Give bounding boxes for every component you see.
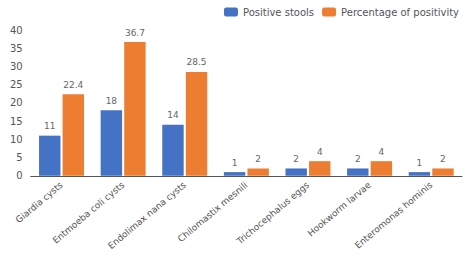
svg-text:28.5: 28.5 [187, 57, 207, 67]
svg-text:4: 4 [378, 147, 384, 157]
svg-text:40: 40 [10, 25, 23, 36]
svg-text:Hookworm larvae: Hookworm larvae [306, 180, 373, 239]
svg-text:35: 35 [10, 43, 23, 54]
svg-text:2: 2 [255, 154, 261, 164]
svg-text:18: 18 [106, 96, 118, 106]
svg-text:30: 30 [10, 61, 23, 72]
svg-text:2: 2 [293, 154, 299, 164]
svg-text:Enteromonas hominis: Enteromonas hominis [353, 180, 435, 251]
svg-text:Positive stools: Positive stools [243, 7, 314, 18]
svg-text:Endolimax nana cysts: Endolimax nana cysts [106, 180, 188, 251]
svg-text:Chilomastix mesnili: Chilomastix mesnili [175, 179, 250, 245]
svg-text:5: 5 [16, 152, 22, 163]
svg-text:2: 2 [440, 154, 446, 164]
svg-text:20: 20 [10, 97, 23, 108]
svg-text:Entmoeba coli cysts: Entmoeba coli cysts [50, 179, 127, 246]
svg-text:11: 11 [44, 121, 55, 131]
svg-text:10: 10 [10, 134, 23, 145]
svg-text:2: 2 [355, 154, 361, 164]
svg-text:1: 1 [417, 158, 423, 168]
svg-text:4: 4 [317, 147, 323, 157]
svg-text:Trichocephalus eggs: Trichocephalus eggs [234, 180, 311, 247]
svg-text:14: 14 [167, 110, 179, 120]
svg-text:0: 0 [16, 170, 22, 181]
svg-text:Giardia cysts: Giardia cysts [14, 180, 65, 225]
svg-text:1: 1 [232, 158, 238, 168]
svg-text:Percentage of positivity: Percentage of positivity [341, 7, 459, 18]
svg-text:15: 15 [10, 116, 23, 127]
svg-text:22.4: 22.4 [63, 80, 83, 90]
svg-text:25: 25 [10, 79, 23, 90]
svg-text:36.7: 36.7 [125, 28, 145, 38]
